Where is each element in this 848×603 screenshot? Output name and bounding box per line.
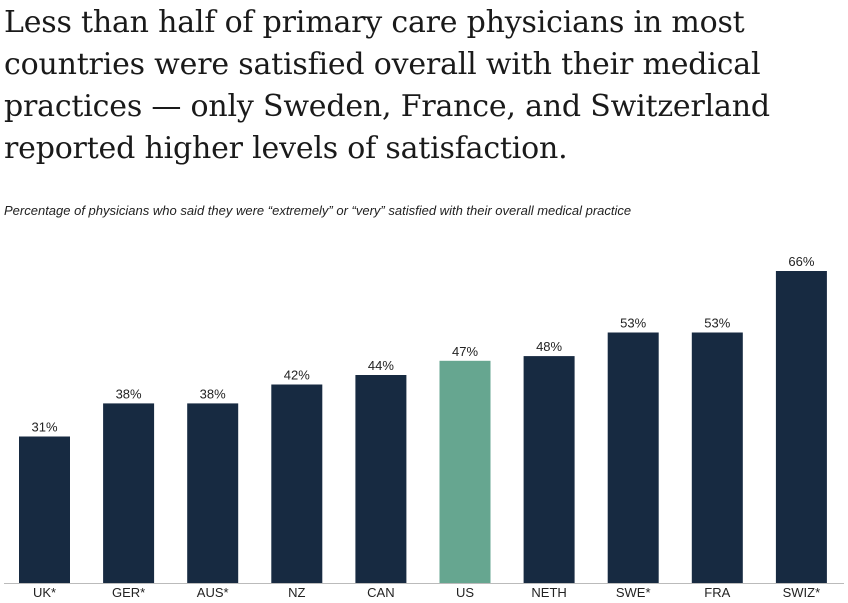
value-label-us: 47%: [452, 344, 478, 359]
value-label-ger: 38%: [116, 386, 142, 401]
value-label-can: 44%: [368, 358, 394, 373]
value-label-swiz: 66%: [788, 254, 814, 269]
bar-aus: [187, 403, 239, 583]
category-label-swiz: SWIZ*: [783, 585, 821, 600]
bar-can: [355, 375, 407, 583]
bar-chart: 31% UK* 38% GER* 38% AUS* 42% NZ 44% CAN 47% US 48% N…: [4, 254, 844, 600]
value-label-aus: 38%: [200, 386, 226, 401]
bar-neth: [523, 356, 575, 583]
bar-fra: [691, 332, 743, 583]
category-label-aus: AUS*: [197, 585, 229, 600]
bar-uk: [19, 436, 70, 583]
category-label-swe: SWE*: [616, 585, 651, 600]
bar-ger: [103, 403, 155, 583]
chart-subtitle: Percentage of physicians who said they w…: [4, 203, 632, 218]
category-label-neth: NETH: [531, 585, 566, 600]
value-label-swe: 53%: [620, 316, 646, 331]
bar-nz: [271, 384, 323, 583]
category-label-nz: NZ: [288, 585, 305, 600]
category-label-ger: GER*: [112, 585, 145, 600]
value-label-nz: 42%: [284, 368, 310, 383]
bar-swiz: [775, 271, 827, 583]
category-label-fra: FRA: [704, 585, 730, 600]
value-label-uk: 31%: [31, 420, 57, 435]
category-label-can: CAN: [367, 585, 394, 600]
bar-group: [19, 271, 827, 583]
value-label-fra: 53%: [704, 316, 730, 331]
bar-swe: [607, 332, 659, 583]
label-group: 31% UK* 38% GER* 38% AUS* 42% NZ 44% CAN 47% US 48% N…: [31, 254, 820, 600]
value-label-neth: 48%: [536, 339, 562, 354]
bar-us: [439, 360, 491, 583]
category-label-uk: UK*: [33, 585, 56, 600]
chart-title: Less than half of primary care physician…: [4, 5, 770, 166]
category-label-us: US: [456, 585, 474, 600]
